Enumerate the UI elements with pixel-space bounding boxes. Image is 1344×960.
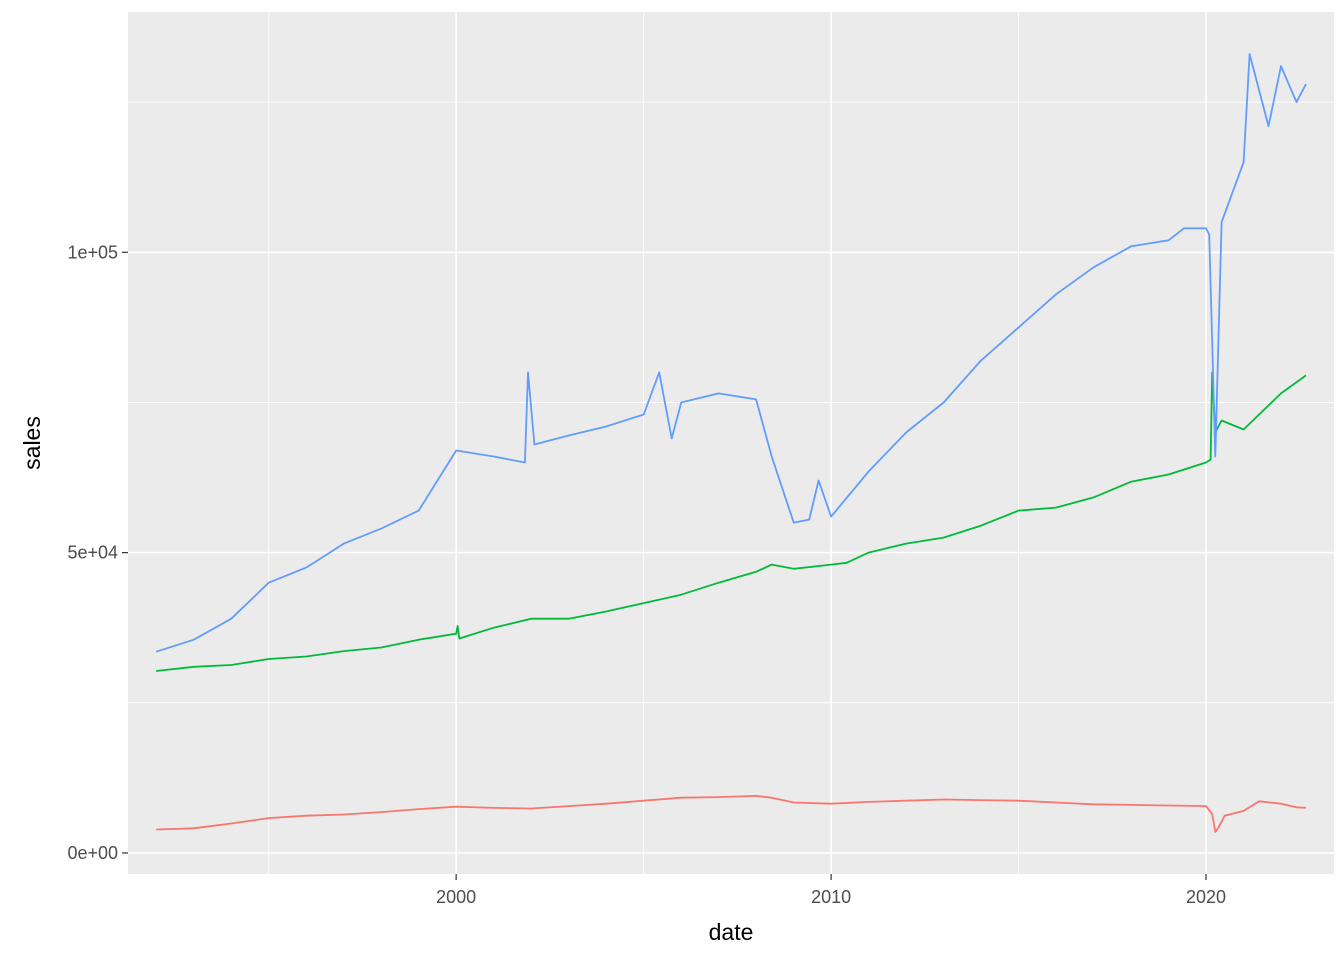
x-tick-label-1: 2010	[811, 887, 851, 907]
series-layer	[155, 53, 1307, 833]
x-axis: 2000 2010 2020	[436, 874, 1226, 907]
y-axis-title: sales	[19, 416, 45, 470]
y-axis: 0e+00 5e+04 1e+05	[67, 242, 128, 863]
x-tick-label-0: 2000	[436, 887, 476, 907]
x-axis-title: date	[709, 919, 754, 945]
series-line-1	[156, 371, 1307, 672]
y-tick-label-1: 5e+04	[67, 543, 118, 563]
y-tick-label-0: 0e+00	[67, 843, 118, 863]
x-tick-label-2: 2020	[1186, 887, 1226, 907]
panel-background	[128, 12, 1334, 874]
y-tick-label-2: 1e+05	[67, 242, 118, 262]
series-line-0	[156, 795, 1307, 833]
series-line-2	[155, 53, 1307, 653]
minor-gridlines	[128, 12, 1334, 874]
